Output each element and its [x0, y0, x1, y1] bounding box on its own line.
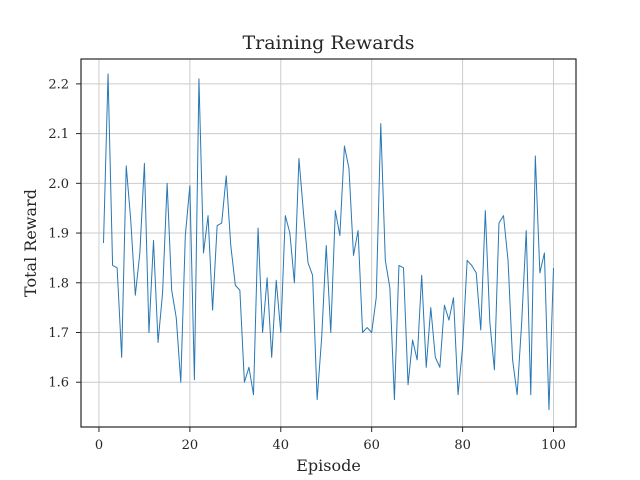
plot-frame: [80, 58, 577, 428]
x-tick-label: 100: [541, 438, 566, 453]
y-tick-label: 2.2: [48, 77, 69, 92]
y-axis-label: Total Reward: [21, 189, 40, 297]
y-tick-label: 2.1: [48, 127, 69, 142]
y-tick-label: 1.6: [48, 376, 69, 391]
y-tick-label: 1.9: [48, 227, 69, 242]
series-layer: [103, 73, 554, 411]
x-tick-label: 20: [182, 438, 199, 453]
x-tick-label: 80: [454, 438, 471, 453]
x-axis-label: Episode: [296, 456, 361, 475]
y-tick-label: 1.7: [48, 326, 69, 341]
y-tick-label: 2.0: [48, 177, 69, 192]
reward-series-line: [103, 73, 554, 411]
x-tick-label: 0: [95, 438, 103, 453]
x-tick-label: 40: [272, 438, 289, 453]
grid: [81, 59, 576, 427]
y-tick-label: 1.8: [48, 276, 69, 291]
chart-title: Training Rewards: [242, 32, 414, 54]
x-tick-label: 60: [363, 438, 380, 453]
axis-ticks: 0 20 40 60 80 100 1.6 1.7 1.8 1.9 2.0 2.1 2.2: [48, 77, 566, 453]
